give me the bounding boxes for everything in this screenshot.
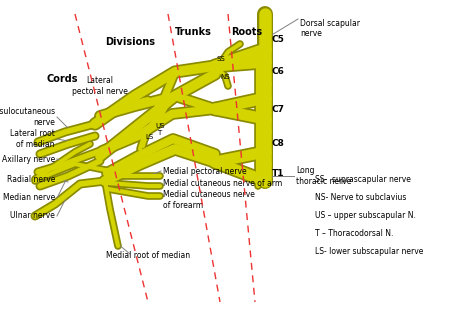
- Text: C8: C8: [272, 140, 285, 148]
- Text: Dorsal scapular
nerve: Dorsal scapular nerve: [300, 19, 360, 39]
- Text: Median nerve: Median nerve: [3, 193, 55, 202]
- Text: Lateral
pectoral nerve: Lateral pectoral nerve: [72, 76, 128, 96]
- Text: NS- Nerve to subclavius: NS- Nerve to subclavius: [315, 192, 406, 202]
- Text: Axillary nerve: Axillary nerve: [2, 155, 55, 164]
- Text: Ulnar nerve: Ulnar nerve: [10, 212, 55, 221]
- Text: Medial cutaneous nerve of arm: Medial cutaneous nerve of arm: [163, 179, 282, 189]
- Text: SS-  suprascapular nerve: SS- suprascapular nerve: [315, 175, 411, 183]
- Text: Long
thoracic nerve: Long thoracic nerve: [296, 166, 351, 186]
- Text: Roots: Roots: [231, 27, 263, 37]
- Text: C7: C7: [272, 105, 285, 113]
- Text: Medial cutaneous nerve
of forearm: Medial cutaneous nerve of forearm: [163, 190, 255, 210]
- Text: US – upper subscapular N.: US – upper subscapular N.: [315, 211, 416, 219]
- Text: T – Thoracodorsal N.: T – Thoracodorsal N.: [315, 228, 393, 237]
- Text: Lateral root
of median: Lateral root of median: [10, 129, 55, 149]
- Text: US: US: [155, 123, 164, 129]
- Text: T: T: [157, 130, 161, 136]
- Text: Musulocutaneous
nerve: Musulocutaneous nerve: [0, 107, 55, 127]
- Text: SS: SS: [217, 56, 226, 62]
- Text: C5: C5: [272, 34, 285, 43]
- Text: T1: T1: [272, 169, 284, 179]
- Text: LS: LS: [145, 134, 153, 140]
- Text: C6: C6: [272, 67, 285, 76]
- Text: Trunks: Trunks: [174, 27, 211, 37]
- Text: Radial nerve: Radial nerve: [7, 175, 55, 183]
- Text: Divisions: Divisions: [105, 37, 155, 47]
- Text: Cords: Cords: [46, 74, 78, 84]
- Text: Medial root of median: Medial root of median: [106, 251, 190, 260]
- Text: NS: NS: [220, 74, 229, 80]
- Text: LS- lower subscapular nerve: LS- lower subscapular nerve: [315, 247, 423, 256]
- Text: Medial pectoral nerve: Medial pectoral nerve: [163, 167, 246, 176]
